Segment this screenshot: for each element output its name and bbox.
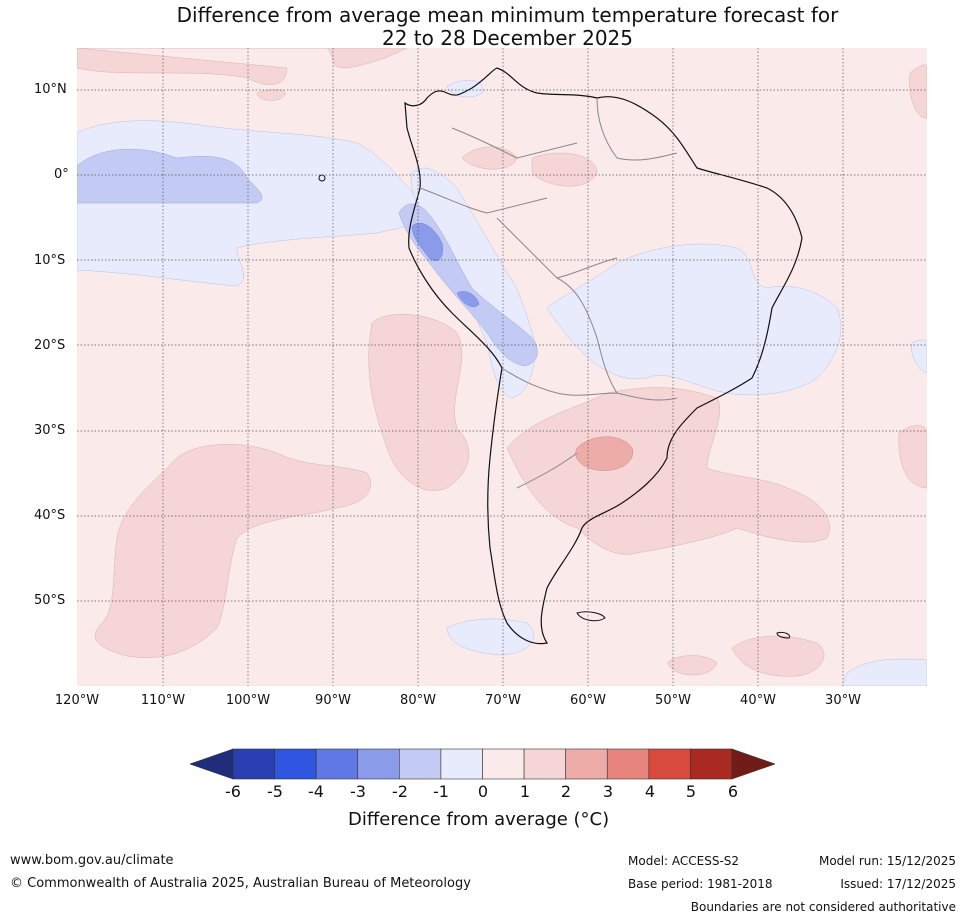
map-title: Difference from average mean minimum tem…: [0, 4, 965, 50]
colorbar-cell: [399, 748, 442, 780]
lat-label-0: 0°: [54, 167, 69, 182]
lat-label-50s: 50°S: [34, 593, 66, 608]
footer-model: Model: ACCESS-S2: [628, 854, 740, 868]
lat-label-10s: 10°S: [34, 253, 66, 268]
colorbar-arrow-low: [190, 748, 234, 780]
lon-label-40w: 40°W: [740, 693, 776, 708]
lon-label-70w: 70°W: [485, 693, 521, 708]
graticule: [77, 48, 927, 686]
colorbar-tick: -3: [350, 782, 366, 801]
lon-label-60w: 60°W: [570, 693, 606, 708]
lat-label-10n: 10°N: [34, 82, 67, 97]
colorbar-cell: [274, 748, 317, 780]
lat-label-40s: 40°S: [34, 508, 66, 523]
lat-label-30s: 30°S: [34, 423, 66, 438]
south-georgia-island: [776, 632, 791, 639]
colorbar-tick: -6: [225, 782, 241, 801]
lat-label-20s: 20°S: [34, 338, 66, 353]
colorbar-tick: -2: [392, 782, 408, 801]
lon-label-30w: 30°W: [825, 693, 861, 708]
colorbar: [190, 748, 775, 780]
forecast-map: [77, 48, 927, 686]
colorbar-tick: 6: [727, 782, 739, 801]
colorbar-tick: 3: [602, 782, 614, 801]
colorbar-cells: [190, 748, 775, 780]
anomaly-region-2-to-3: [575, 436, 633, 471]
lon-label-120w: 120°W: [54, 693, 100, 708]
title-line-2: 22 to 28 December 2025: [381, 26, 633, 50]
colorbar-tick: 1: [519, 782, 531, 801]
colorbar-cell: [482, 748, 525, 780]
colorbar-cell: [606, 748, 650, 780]
colorbar-tick: 2: [560, 782, 572, 801]
lon-label-100w: 100°W: [225, 693, 271, 708]
footer-copyright: © Commonwealth of Australia 2025, Austra…: [10, 876, 471, 891]
colorbar-cell: [523, 748, 566, 780]
footer-base-period: Base period: 1981-2018: [628, 877, 773, 891]
title-line-1: Difference from average mean minimum tem…: [176, 3, 839, 27]
footer-website: www.bom.gov.au/climate: [10, 853, 174, 868]
colorbar-cell: [565, 748, 608, 780]
falkland-islands: [576, 611, 606, 622]
footer-disclaimer: Boundaries are not considered authoritat…: [690, 900, 956, 914]
colorbar-cell: [690, 748, 733, 780]
colorbar-tick: 5: [685, 782, 697, 801]
colorbar-tick: -5: [267, 782, 283, 801]
lon-label-90w: 90°W: [315, 693, 351, 708]
footer-model-run: Model run: 15/12/2025: [818, 854, 956, 868]
anomaly-regions-1-to-2: [77, 48, 927, 677]
footer-issued: Issued: 17/12/2025: [840, 877, 956, 891]
colorbar-arrow-high: [731, 748, 775, 780]
country-borders: [419, 97, 678, 489]
colorbar-tick: 4: [644, 782, 656, 801]
south-america-coastline: [404, 67, 803, 645]
colorbar-cell: [648, 748, 691, 780]
colorbar-tick: -4: [308, 782, 324, 801]
lon-label-110w: 110°W: [140, 693, 186, 708]
lon-label-50w: 50°W: [655, 693, 691, 708]
colorbar-cell: [232, 748, 275, 780]
colorbar-cell: [440, 748, 483, 780]
lon-label-80w: 80°W: [400, 693, 436, 708]
colorbar-tick: -1: [433, 782, 449, 801]
colorbar-cell: [315, 748, 359, 780]
colorbar-label: Difference from average (°C): [348, 809, 610, 830]
anomaly-regions-minus3-to-minus2: [411, 222, 480, 307]
colorbar-cell: [357, 748, 400, 780]
colorbar-tick: 0: [477, 782, 489, 801]
